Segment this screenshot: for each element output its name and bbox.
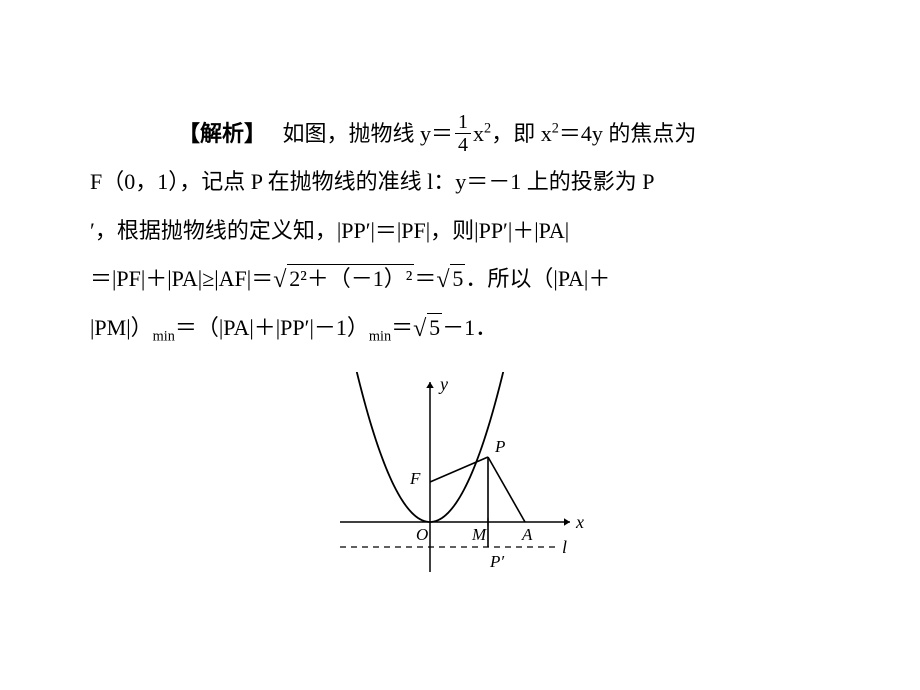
fraction: 14 — [455, 111, 471, 156]
t: ′，根据抛物线的定义知，|PP′|＝|PF|，则|PP′|＋|PA| — [90, 218, 569, 243]
t: ＝|PF|＋|PA|≥|AF|＝ — [90, 266, 273, 291]
t: ．所以（|PA|＋ — [465, 266, 610, 291]
svg-text:F: F — [409, 469, 421, 488]
t: x — [473, 121, 484, 146]
parabola-figure: y xl O F P P′M A — [330, 372, 590, 582]
figure-container: y xl O F P P′M A — [0, 372, 920, 582]
t: 如图，抛物线 y＝ — [283, 121, 454, 146]
sup: 2 — [552, 121, 559, 137]
svg-text:P′: P′ — [489, 552, 504, 571]
radicand: 5 — [450, 264, 465, 294]
svg-text:x: x — [575, 512, 584, 532]
sqrt: 5 — [436, 255, 465, 303]
numerator: 1 — [455, 111, 471, 134]
t: ＝ — [414, 266, 436, 291]
sqrt: 2²＋（－1）² — [273, 255, 414, 303]
svg-text:M: M — [471, 525, 487, 544]
denominator: 4 — [455, 134, 471, 156]
t: ＝ — [391, 315, 413, 340]
solution-text: 【解析】 如图，抛物线 y＝14x2，即 x2＝4y 的焦点为 F（0，1），记… — [0, 0, 920, 352]
sub: min — [369, 328, 391, 344]
t: F（0，1），记点 P 在抛物线的准线 l：y＝－1 上的投影为 P — [90, 169, 655, 194]
radicand: 5 — [427, 313, 442, 343]
radicand: 2²＋（－1）² — [287, 264, 414, 294]
svg-text:O: O — [416, 525, 428, 544]
t: ＝（|PA|＋|PP′|－1） — [175, 315, 369, 340]
heading: 【解析】 — [178, 121, 266, 146]
svg-text:A: A — [521, 525, 533, 544]
svg-text:l: l — [562, 537, 567, 557]
svg-text:P: P — [494, 437, 505, 456]
t: ，即 x — [491, 121, 552, 146]
t: ＝4y 的焦点为 — [559, 121, 697, 146]
paragraph: 【解析】 如图，抛物线 y＝14x2，即 x2＝4y 的焦点为 F（0，1），记… — [90, 110, 830, 352]
t: －1． — [442, 315, 497, 340]
sqrt: 5 — [413, 304, 442, 352]
sub: min — [153, 328, 175, 344]
t: |PM|） — [90, 315, 153, 340]
svg-text:y: y — [438, 374, 448, 394]
